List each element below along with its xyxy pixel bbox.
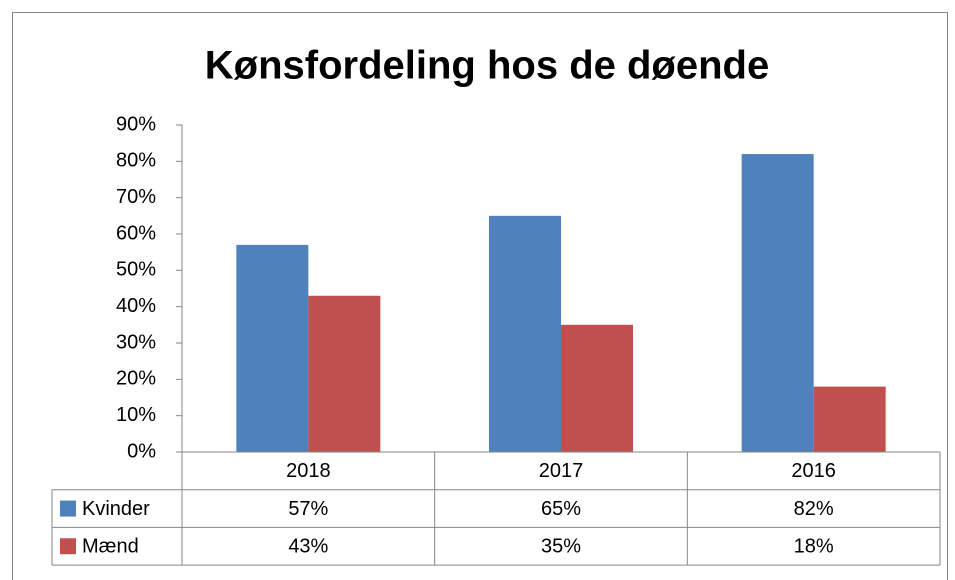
y-tick-label: 80% <box>116 150 156 172</box>
x-tick-label: 2016 <box>791 460 836 482</box>
table-value: 82% <box>794 498 834 520</box>
bar <box>236 244 309 452</box>
legend-key <box>60 538 76 555</box>
y-tick-label: 40% <box>116 295 156 317</box>
bar <box>308 295 381 452</box>
bar <box>561 324 633 452</box>
x-tick-label: 2018 <box>286 460 331 482</box>
y-tick-label: 10% <box>116 404 156 426</box>
y-tick-label: 20% <box>116 368 156 390</box>
legend-key <box>60 500 76 517</box>
table-value: 43% <box>288 536 328 558</box>
y-tick-label: 0% <box>127 440 156 462</box>
bar <box>489 215 561 452</box>
y-tick-label: 60% <box>116 222 156 244</box>
bar <box>813 386 886 452</box>
table-value: 57% <box>288 498 328 520</box>
x-tick-label: 2017 <box>539 460 584 482</box>
table-value: 35% <box>541 536 581 558</box>
y-tick-label: 30% <box>116 331 156 353</box>
table-value: 65% <box>541 498 581 520</box>
chart-title: Kønsfordeling hos de døende <box>205 44 769 88</box>
legend-label: Mænd <box>82 536 139 558</box>
y-tick-label: 70% <box>116 186 156 208</box>
table-value: 18% <box>794 536 834 558</box>
y-tick-label: 50% <box>116 259 156 281</box>
bar <box>741 154 814 453</box>
y-tick-label: 90% <box>116 113 156 135</box>
legend-label: Kvinder <box>82 498 150 520</box>
